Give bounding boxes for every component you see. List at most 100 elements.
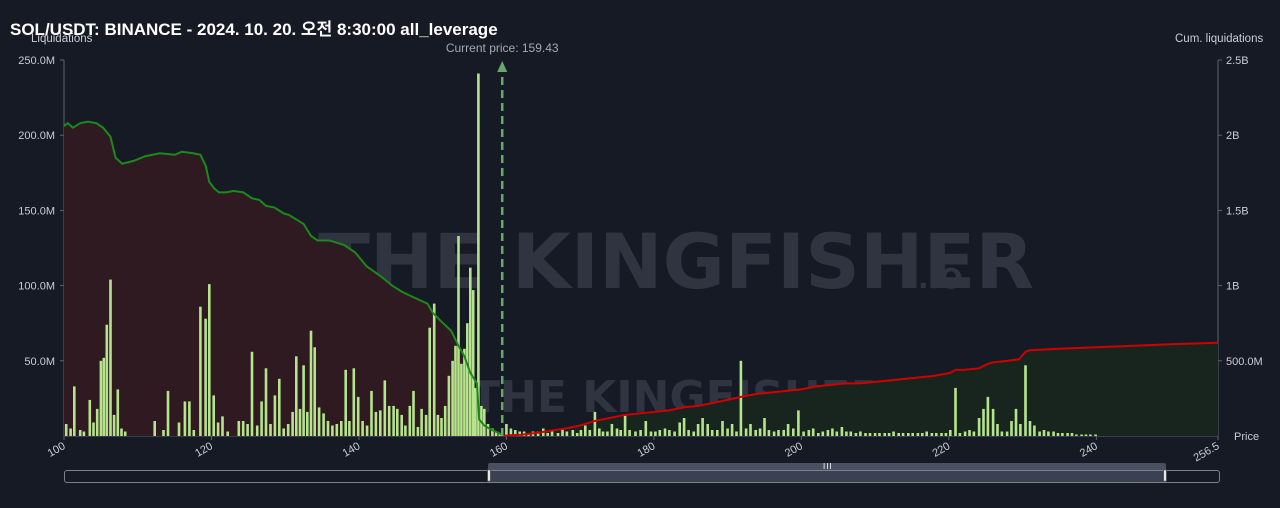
liquidation-bar[interactable]: [348, 421, 351, 436]
liquidation-bar[interactable]: [1010, 421, 1013, 436]
liquidation-bar[interactable]: [758, 428, 762, 437]
liquidation-bar[interactable]: [678, 422, 681, 437]
liquidation-bar[interactable]: [767, 430, 771, 436]
liquidation-bar[interactable]: [1000, 431, 1004, 437]
liquidation-bar[interactable]: [821, 431, 825, 437]
liquidation-bar[interactable]: [216, 422, 220, 437]
liquidation-bar[interactable]: [69, 428, 72, 437]
liquidation-bar[interactable]: [365, 425, 369, 437]
liquidation-bar[interactable]: [949, 430, 952, 436]
liquidation-bar[interactable]: [907, 433, 910, 436]
liquidation-bar[interactable]: [701, 418, 704, 436]
liquidation-bar[interactable]: [199, 306, 202, 436]
liquidation-bar[interactable]: [730, 424, 734, 436]
liquidation-bar[interactable]: [361, 421, 364, 436]
liquidation-bar[interactable]: [306, 411, 309, 436]
scrollbar-right-handle[interactable]: [1163, 469, 1167, 482]
liquidation-bar[interactable]: [619, 430, 622, 436]
liquidation-bar[interactable]: [644, 421, 648, 436]
liquidation-bar[interactable]: [505, 424, 508, 436]
liquidation-bar[interactable]: [273, 395, 277, 436]
liquidation-bar[interactable]: [935, 433, 938, 436]
liquidation-bar[interactable]: [1024, 365, 1027, 436]
liquidation-bar[interactable]: [639, 430, 642, 436]
liquidation-bar[interactable]: [153, 421, 156, 436]
liquidation-bar[interactable]: [451, 360, 454, 436]
liquidation-bar[interactable]: [88, 399, 92, 436]
liquidation-bar[interactable]: [716, 430, 719, 436]
liquidation-bar[interactable]: [811, 428, 815, 437]
liquidation-bar[interactable]: [78, 430, 82, 436]
liquidation-bar[interactable]: [356, 396, 360, 436]
liquidation-bar[interactable]: [208, 284, 211, 436]
liquidation-bar[interactable]: [457, 236, 460, 436]
liquidation-bar[interactable]: [588, 430, 592, 436]
liquidation-bar[interactable]: [420, 408, 423, 436]
liquidation-bar[interactable]: [374, 411, 378, 436]
liquidation-bar[interactable]: [412, 390, 415, 436]
liquidation-bar[interactable]: [921, 433, 924, 436]
liquidation-bar[interactable]: [1056, 433, 1060, 436]
liquidation-bar[interactable]: [99, 360, 103, 436]
liquidation-bar[interactable]: [1047, 431, 1050, 437]
liquidation-bar[interactable]: [518, 431, 521, 437]
liquidation-bar[interactable]: [246, 424, 249, 436]
liquidation-bar[interactable]: [845, 431, 848, 437]
liquidation-bar[interactable]: [628, 430, 631, 436]
liquidation-bar[interactable]: [92, 422, 95, 437]
liquidation-bar[interactable]: [102, 357, 106, 436]
liquidation-bar[interactable]: [282, 428, 285, 437]
liquidation-bar[interactable]: [309, 330, 313, 436]
liquidation-bar[interactable]: [739, 360, 743, 436]
liquidation-bar[interactable]: [331, 425, 334, 437]
liquidation-bar[interactable]: [536, 431, 540, 437]
liquidation-bar[interactable]: [598, 428, 601, 437]
liquidation-bar[interactable]: [352, 368, 356, 436]
liquidation-bar[interactable]: [826, 430, 830, 436]
liquidation-bar[interactable]: [188, 401, 191, 436]
liquidation-bar[interactable]: [696, 424, 700, 436]
liquidation-bar[interactable]: [849, 431, 853, 437]
liquidation-bar[interactable]: [162, 430, 165, 436]
liquidation-bar[interactable]: [944, 433, 948, 436]
liquidation-bar[interactable]: [344, 369, 347, 436]
liquidation-bar[interactable]: [396, 408, 399, 436]
liquidation-bar[interactable]: [1005, 431, 1009, 437]
liquidation-bar[interactable]: [477, 73, 480, 437]
liquidation-bar[interactable]: [623, 414, 627, 436]
liquidation-bar[interactable]: [454, 345, 457, 436]
liquidation-bar[interactable]: [991, 408, 995, 436]
liquidation-bar[interactable]: [192, 430, 196, 436]
liquidation-bar[interactable]: [64, 424, 68, 436]
liquidation-bar[interactable]: [692, 431, 695, 437]
liquidation-bar[interactable]: [556, 433, 560, 436]
liquidation-bar[interactable]: [571, 430, 575, 436]
liquidation-bar[interactable]: [958, 433, 962, 436]
liquidation-bar[interactable]: [777, 430, 780, 436]
liquidation-bar[interactable]: [782, 430, 785, 436]
liquidation-bar[interactable]: [432, 303, 436, 436]
liquidation-bar[interactable]: [1075, 434, 1078, 437]
liquidation-bar[interactable]: [241, 421, 245, 436]
liquidation-bar[interactable]: [963, 431, 967, 437]
liquidation-bar[interactable]: [706, 424, 709, 436]
liquidation-bar[interactable]: [278, 378, 281, 436]
liquidation-bar[interactable]: [634, 431, 637, 437]
scroll-grip-icon[interactable]: III: [823, 462, 833, 471]
liquidation-bar[interactable]: [483, 408, 486, 436]
liquidation-bar[interactable]: [440, 418, 443, 436]
liquidation-bar[interactable]: [340, 421, 343, 436]
liquidation-bar[interactable]: [424, 414, 428, 436]
liquidation-bar[interactable]: [486, 424, 490, 436]
liquidation-bar[interactable]: [968, 430, 971, 436]
liquidation-bar[interactable]: [1033, 425, 1036, 437]
liquidation-bar[interactable]: [883, 433, 886, 436]
liquidation-bar[interactable]: [831, 428, 834, 437]
liquidation-bar[interactable]: [226, 431, 229, 437]
liquidation-bar[interactable]: [95, 408, 99, 436]
liquidation-bar[interactable]: [887, 433, 891, 436]
liquidation-bar[interactable]: [428, 327, 431, 436]
liquidation-bar[interactable]: [392, 405, 395, 436]
liquidation-bar[interactable]: [250, 351, 254, 436]
